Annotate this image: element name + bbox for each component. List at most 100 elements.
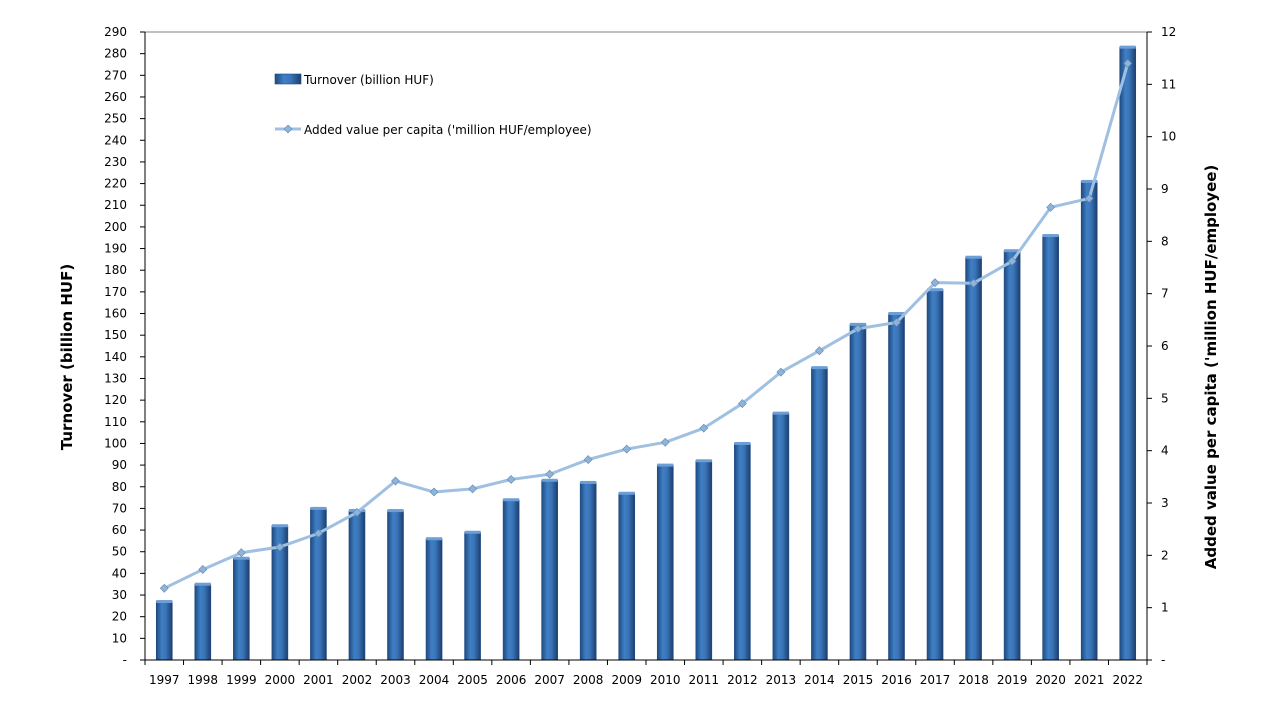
bar-2019 [1003, 250, 1021, 661]
y-tick-label-right: 9 [1161, 182, 1169, 196]
y-tick-label-left: 60 [112, 523, 127, 537]
y-tick-label-right: 4 [1161, 444, 1169, 458]
bar-cap-2009 [618, 491, 635, 495]
legend-bar-swatch [274, 73, 302, 85]
bar-2011 [695, 460, 713, 661]
x-tick-label: 2017 [920, 673, 951, 687]
x-tick-label: 2006 [496, 673, 527, 687]
bar-cap-2001 [310, 506, 327, 510]
y-tick-label-left: 240 [104, 133, 127, 147]
bar-cap-2006 [503, 498, 520, 502]
added-value-line [163, 62, 1130, 590]
line-point-2004 [429, 487, 439, 497]
x-tick-label: 2020 [1035, 673, 1066, 687]
legend-line-label: Added value per capita ('million HUF/emp… [304, 123, 592, 137]
x-tick-label: 2013 [766, 673, 797, 687]
y-tick-label-left: 290 [104, 25, 127, 39]
bar-2002 [348, 510, 366, 661]
y-tick-label-left: 40 [112, 566, 127, 580]
y-tick-label-left: 160 [104, 307, 127, 321]
y-tick-label-left: 150 [104, 328, 127, 342]
bar-cap-2005 [464, 530, 481, 534]
line-point-2003 [391, 476, 400, 486]
y-tick-label-right: 5 [1161, 391, 1169, 405]
y-tick-label-left: 130 [104, 371, 127, 385]
line-point-2011 [699, 423, 709, 433]
bar-cap-2012 [734, 441, 751, 445]
bar-2006 [502, 499, 520, 661]
y-tick-label-left: 190 [104, 242, 127, 256]
line-point-2006 [506, 475, 516, 484]
x-tick-label: 2022 [1112, 673, 1143, 687]
bar-2003 [387, 510, 404, 661]
legend-bar-label: Turnover (billion HUF) [303, 73, 434, 87]
bar-2007 [541, 479, 558, 661]
y-axis-title-right: Added value per capita ('million HUF/emp… [1202, 165, 1220, 570]
y-tick-label-left: 270 [104, 68, 127, 82]
y-tick-label-left: 230 [104, 155, 127, 169]
x-tick-label: 2018 [958, 673, 989, 687]
x-tick-label: 1998 [188, 673, 219, 687]
bar-cap-2020 [1042, 234, 1059, 238]
x-tick-label: 2010 [650, 673, 681, 687]
bar-cap-2004 [426, 537, 443, 541]
y-tick-label-left: 180 [104, 263, 127, 277]
x-tick-label: 2003 [380, 673, 411, 687]
y-tick-label-left: - [123, 653, 127, 667]
y-tick-label-right: 6 [1161, 339, 1169, 353]
bar-cap-2011 [695, 459, 712, 463]
bar-cap-2008 [580, 480, 597, 484]
x-tick-label: 2019 [997, 673, 1028, 687]
bar-2016 [888, 313, 905, 661]
bar-2017 [926, 289, 944, 661]
bar-1997 [155, 601, 173, 661]
bar-2009 [618, 492, 636, 661]
bar-1998 [194, 583, 212, 661]
y-tick-label-left: 140 [104, 350, 127, 364]
y-tick-label-left: 120 [104, 393, 127, 407]
bar-2018 [965, 256, 982, 661]
legend-line-marker [283, 124, 293, 134]
x-tick-label: 2008 [573, 673, 604, 687]
bar-cap-1999 [233, 556, 250, 560]
line-point-1998 [198, 565, 208, 574]
y-tick-label-left: 90 [112, 458, 127, 472]
y-tick-label-left: 80 [112, 480, 127, 494]
line-point-2009 [622, 444, 632, 454]
y-tick-label-right: 12 [1161, 25, 1176, 39]
line-point-2017 [930, 278, 940, 288]
y-tick-label-left: 100 [104, 436, 127, 450]
y-tick-label-left: 170 [104, 285, 127, 299]
y-tick-label-left: 30 [112, 588, 127, 602]
y-tick-label-left: 250 [104, 112, 127, 126]
line-point-2016 [892, 318, 901, 327]
bar-cap-2022 [1119, 45, 1136, 49]
y-tick-label-right: 10 [1161, 130, 1176, 144]
bar-2021 [1080, 181, 1098, 661]
bar-2004 [425, 538, 443, 661]
bar-cap-2021 [1081, 179, 1098, 183]
bar-cap-2003 [387, 509, 404, 513]
y-tick-label-left: 50 [112, 545, 127, 559]
bar-cap-1997 [156, 600, 173, 604]
y-tick-label-right: 1 [1161, 601, 1169, 615]
line-point-2015 [853, 324, 863, 334]
y-tick-label-left: 280 [104, 47, 127, 61]
y-tick-label-right: 7 [1161, 287, 1169, 301]
bar-cap-2010 [657, 463, 674, 467]
x-tick-label: 2016 [881, 673, 912, 687]
x-tick-label: 2015 [843, 673, 874, 687]
line-point-2012 [737, 399, 747, 408]
y-tick-label-right: - [1161, 653, 1165, 667]
bar-2012 [734, 443, 751, 661]
line-point-2020 [1046, 202, 1056, 212]
bar-2010 [656, 464, 674, 661]
x-tick-label: 2002 [342, 673, 373, 687]
bar-cap-2017 [927, 288, 944, 292]
line-point-2019 [1007, 256, 1017, 266]
x-tick-label: 1997 [149, 673, 180, 687]
y-tick-label-right: 3 [1161, 496, 1169, 510]
y-tick-label-right: 11 [1161, 77, 1176, 91]
